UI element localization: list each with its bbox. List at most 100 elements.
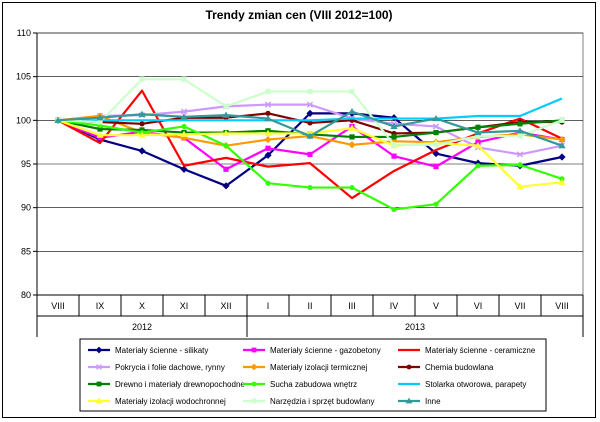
data-point [97,119,103,125]
data-point [139,121,145,127]
legend-item: Stolarka otworowa, parapety [398,380,526,389]
legend-marker [96,381,102,387]
data-point [433,142,439,148]
data-point-stroke [180,108,188,115]
legend-item: Drewno i materiały drewnopochodne [88,380,245,389]
data-point-stroke [516,151,524,158]
data-point [264,114,272,122]
x-year-label: 2013 [405,322,425,332]
data-point [54,116,62,123]
legend-marker [95,397,103,404]
x-tick-label: VII [514,301,525,311]
legend-marker [250,363,258,371]
legend-items: Materiały ścienne - silikaty Materiały śc… [88,346,536,406]
y-tick-label: 95 [21,159,31,169]
legend-marker [251,347,257,353]
data-point [391,134,397,140]
legend-label: Materiały ścienne - ceramiczne [425,346,536,355]
chart-container: Trendy zmian cen (VIII 2012=100) 80 85 90 9… [2,2,596,418]
legend-item: Sucha zabudowa wnętrz [243,380,357,389]
legend-label: Narzędzia i sprzęt budowlany [270,397,375,406]
legend-marker [405,397,413,404]
data-point [432,123,440,130]
series-line [58,97,563,122]
legend-item: Materiały ścienne - ceramiczne [398,346,536,355]
legend-item: Materiały ścienne - silikaty [88,346,208,355]
x-tick-label: XI [180,301,189,311]
data-point [96,131,104,138]
legend-item: Materiały izolacji wodochronnej [88,397,226,406]
x-tick-label: III [348,301,356,311]
x-tick-label: VI [474,301,483,311]
data-point [307,184,313,191]
legend-label: Materiały ścienne - silikaty [115,346,208,355]
y-tick-label: 85 [21,246,31,256]
data-point [391,153,397,159]
series-12 [54,108,566,149]
legend-label: Chemia budowlana [425,363,494,372]
legend-label: Materiały ścienne - gazobetony [270,346,381,355]
x-tick-label: X [139,301,145,311]
data-point [138,147,146,155]
series-9 [58,97,563,122]
data-point [264,151,272,159]
data-point [517,162,523,168]
legend-label: Sucha zabudowa wnętrz [270,380,357,389]
data-point [138,110,146,117]
x-tick-label: V [433,301,439,311]
data-point [432,114,440,122]
data-point [307,151,313,157]
data-point [180,130,188,137]
data-point-stroke [96,364,102,370]
data-point [222,111,230,118]
data-point [433,164,439,170]
data-point [97,126,103,132]
x-tick-label: IV [390,301,399,311]
legend-label: Materiały izolacji termicznej [270,363,368,372]
data-point [306,109,314,117]
legend [79,338,547,412]
data-point [475,124,481,130]
data-point [474,128,482,136]
legend-marker [251,398,257,404]
legend-label: Pokrycia i folie dachowe, rynny [115,363,225,372]
data-point [516,151,524,158]
data-point-stroke [264,101,272,108]
series-layer [54,76,566,213]
data-point-stroke [306,101,314,108]
data-point [517,133,523,139]
legend-item: Inne [398,397,441,406]
series-11 [55,76,565,148]
data-point-stroke [432,123,440,130]
data-point [349,88,355,95]
data-point [558,142,566,149]
data-point [391,206,397,213]
data-point [474,142,482,149]
data-point [306,101,314,108]
data-point [265,180,271,186]
data-point [559,117,565,123]
chart-title: Trendy zmian cen (VIII 2012=100) [205,8,392,22]
data-point [390,122,398,130]
data-point [138,131,146,138]
y-tick-label: 80 [21,290,31,300]
data-point [348,141,356,149]
data-point [222,129,230,137]
data-point [558,153,566,161]
data-point [264,129,272,137]
data-point [180,113,188,120]
x-tick-label: VIII [555,301,569,311]
data-point [223,166,229,172]
data-point [139,76,145,82]
data-point [181,123,187,130]
data-point [475,133,481,139]
data-point [223,143,229,149]
y-tick-label: 90 [21,203,31,213]
legend-marker [251,381,257,387]
legend-label: Stolarka otworowa, parapety [425,380,526,389]
data-point [475,163,481,169]
x-tick-label: VIII [51,301,65,311]
data-point [558,135,566,144]
legend-item: Chemia budowlana [398,363,494,372]
